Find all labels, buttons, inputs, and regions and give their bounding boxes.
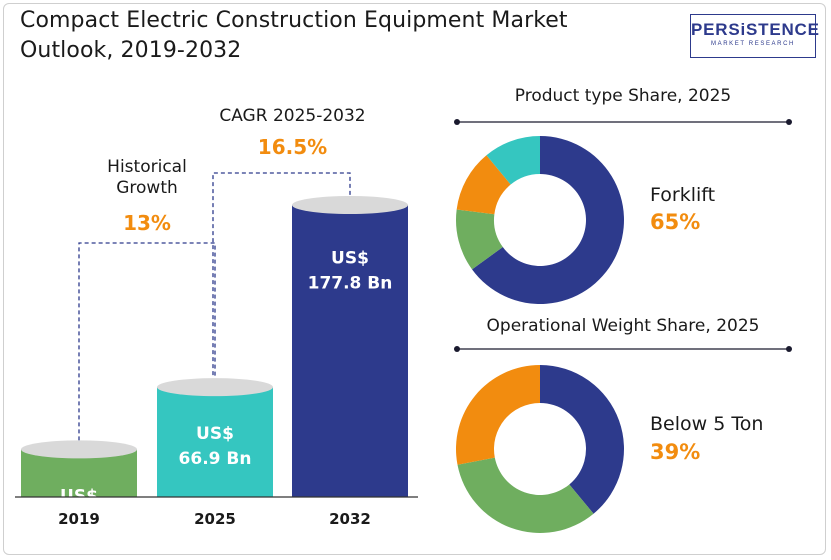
section-divider [454,346,792,352]
product-highlight-label: Forklift [650,184,716,206]
growth-connectors [78,172,351,441]
donut-slice [457,457,594,533]
bar-2019: US$ 29.0 Bn [21,440,137,531]
title-line-1: Compact Electric Construction Equipment … [20,8,568,33]
logo-subtext: MARKET RESEARCH [711,41,795,47]
x-tick-label: 2032 [329,510,371,528]
section-divider [454,119,792,125]
donut-slice [540,365,625,514]
bar-label-value: 66.9 Bn [179,449,252,469]
cagr-value: 16.5% [257,135,328,159]
donut-slice [455,209,503,270]
chart-title: Compact Electric Construction Equipment … [20,6,680,66]
bar-2025: US$ 66.9 Bn [157,378,273,497]
donut-slice [456,364,540,465]
donut-charts [454,119,792,533]
cagr-label: CAGR 2025-2032 [219,106,366,126]
donut-slice [472,136,624,305]
cagr-connector [212,172,351,376]
bar-label-currency: US$ [196,424,234,444]
bar-body [157,387,273,497]
operational-weight-title: Operational Weight Share, 2025 [486,316,760,336]
bar-label-currency: US$ [331,248,369,268]
bar-2032: US$ 177.8 Bn [292,196,408,497]
bar-label-currency: US$ [60,486,98,506]
weight-highlight-label: Below 5 Ton [650,413,764,435]
bar-cap [21,440,137,459]
bar-cap [292,196,408,214]
bar-label-value: 177.8 Bn [308,273,393,293]
donut-slice [456,155,511,215]
x-tick-label: 2019 [58,510,100,528]
donut-2 [456,364,625,533]
historical-connector [78,242,216,441]
product-type-title: Product type Share, 2025 [514,86,732,106]
historical-growth-value: 13% [123,211,171,235]
weight-highlight-value: 39% [650,440,701,464]
historical-label-line-2: Growth [116,178,178,198]
brand-logo: PERSiSTENCE MARKET RESEARCH [690,14,820,58]
product-highlight-value: 65% [650,210,701,234]
x-tick-label: 2025 [194,510,236,528]
bar-label-value: 29.0 Bn [43,511,116,531]
historical-growth-label: Historical Growth [82,157,212,199]
donut-slice [486,136,540,185]
historical-label-line-1: Historical [107,157,187,177]
title-line-2: Outlook, 2019-2032 [20,38,242,63]
bar-cap [157,378,273,397]
bar-body [292,205,408,497]
card-frame [3,3,826,555]
logo-text: PERSiSTENCE [691,20,820,39]
donut-1 [455,136,624,305]
